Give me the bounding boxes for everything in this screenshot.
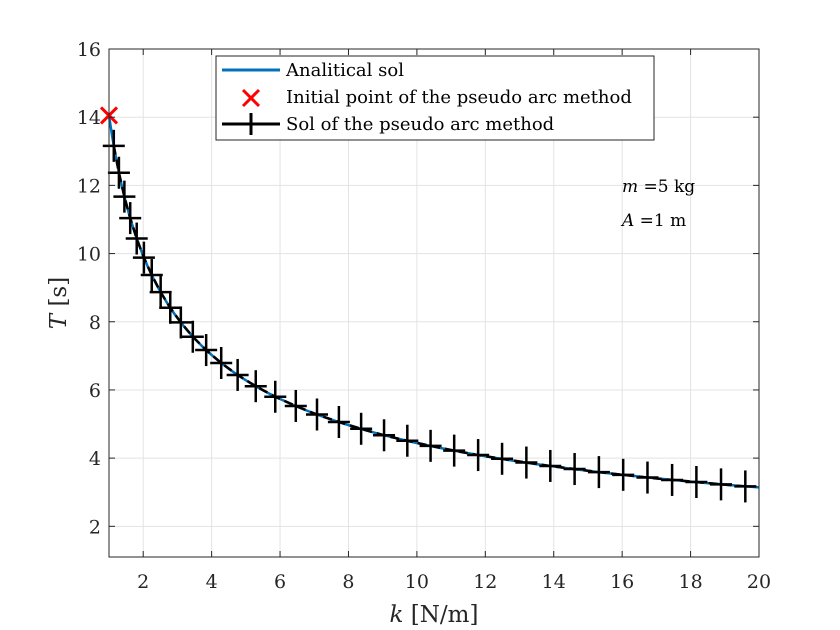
pseudo-arc-point	[244, 370, 267, 403]
pseudo-arc-point	[373, 419, 396, 452]
x-tick-label: 2	[137, 571, 149, 593]
x-tick-label: 10	[405, 571, 429, 593]
x-tick-label: 4	[206, 571, 218, 593]
pseudo-arc-point	[195, 334, 218, 367]
y-tick-label: 12	[77, 175, 101, 197]
pseudo-arc-point	[119, 202, 142, 235]
pseudo-arc-series	[102, 129, 757, 503]
pseudo-arc-point	[661, 463, 684, 496]
pseudo-arc-point	[587, 456, 610, 489]
pseudo-arc-point	[734, 470, 757, 503]
x-tick-label: 16	[610, 571, 634, 593]
x-tick-label: 6	[274, 571, 286, 593]
pseudo-arc-point	[132, 241, 155, 274]
legend-box	[215, 55, 655, 141]
y-tick-label: 6	[89, 380, 101, 402]
y-tick-label: 16	[77, 39, 101, 61]
pseudo-arc-point	[636, 461, 659, 494]
axis-ticks	[109, 48, 760, 557]
x-tick-label: 14	[542, 571, 566, 593]
legend-label-analytical: Analitical sol	[285, 60, 404, 81]
mass-annotation: m =5 kg	[622, 177, 695, 197]
y-tick-label: 2	[89, 516, 101, 538]
legend: Analitical sol Initial point of the pseu…	[215, 55, 655, 141]
pseudo-arc-point	[515, 446, 538, 479]
legend-swatch-initial-point	[241, 88, 261, 108]
pseudo-arc-point	[419, 429, 442, 462]
pseudo-arc-point	[159, 291, 182, 324]
axes-box	[108, 48, 760, 558]
y-tick-label: 14	[77, 107, 101, 129]
x-tick-label: 18	[678, 571, 702, 593]
legend-label-pseudo-arc: Sol of the pseudo arc method	[286, 114, 554, 135]
y-tick-label: 4	[89, 448, 101, 470]
x-tick-labels: 2 4 6 8 10 12 14 16 18 20	[137, 571, 771, 593]
pseudo-arc-point	[350, 412, 373, 445]
pseudo-arc-point	[125, 222, 148, 255]
x-tick-label: 12	[473, 571, 497, 593]
pseudo-arc-point	[539, 449, 562, 482]
y-tick-label: 10	[77, 244, 101, 266]
pseudo-arc-point	[563, 453, 586, 486]
legend-swatch-pseudo-arc	[222, 113, 280, 135]
pseudo-arc-point	[685, 465, 708, 498]
pseudo-arc-point	[140, 259, 163, 292]
amplitude-annotation: A =1 m	[620, 211, 686, 231]
pseudo-arc-point	[443, 434, 466, 467]
legend-label-initial-point: Initial point of the pseudo arc method	[286, 87, 632, 108]
y-tick-label: 8	[89, 312, 101, 334]
pseudo-arc-point	[284, 389, 307, 422]
pseudo-arc-point	[467, 439, 490, 472]
pseudo-arc-point	[396, 424, 419, 457]
pseudo-arc-point	[113, 180, 136, 213]
y-tick-labels: 2 4 6 8 10 12 14 16	[77, 39, 101, 538]
pseudo-arc-point	[107, 156, 130, 189]
pseudo-arc-point	[491, 442, 514, 475]
pseudo-arc-point	[327, 405, 350, 438]
y-axis-label: T [s]	[46, 277, 72, 329]
pseudo-arc-point	[612, 458, 635, 491]
x-tick-label: 8	[342, 571, 354, 593]
pseudo-arc-point	[226, 358, 249, 391]
x-tick-label: 20	[747, 571, 771, 593]
pseudo-arc-point	[181, 320, 204, 353]
pseudo-arc-point	[169, 306, 192, 339]
x-axis-label: k [N/m]	[390, 602, 479, 628]
pseudo-arc-point	[306, 398, 328, 431]
pseudo-arc-point	[264, 380, 287, 413]
pseudo-arc-point	[210, 347, 233, 380]
pseudo-arc-point	[102, 129, 125, 162]
pseudo-arc-point	[149, 276, 172, 309]
pseudo-arc-point	[710, 468, 733, 501]
